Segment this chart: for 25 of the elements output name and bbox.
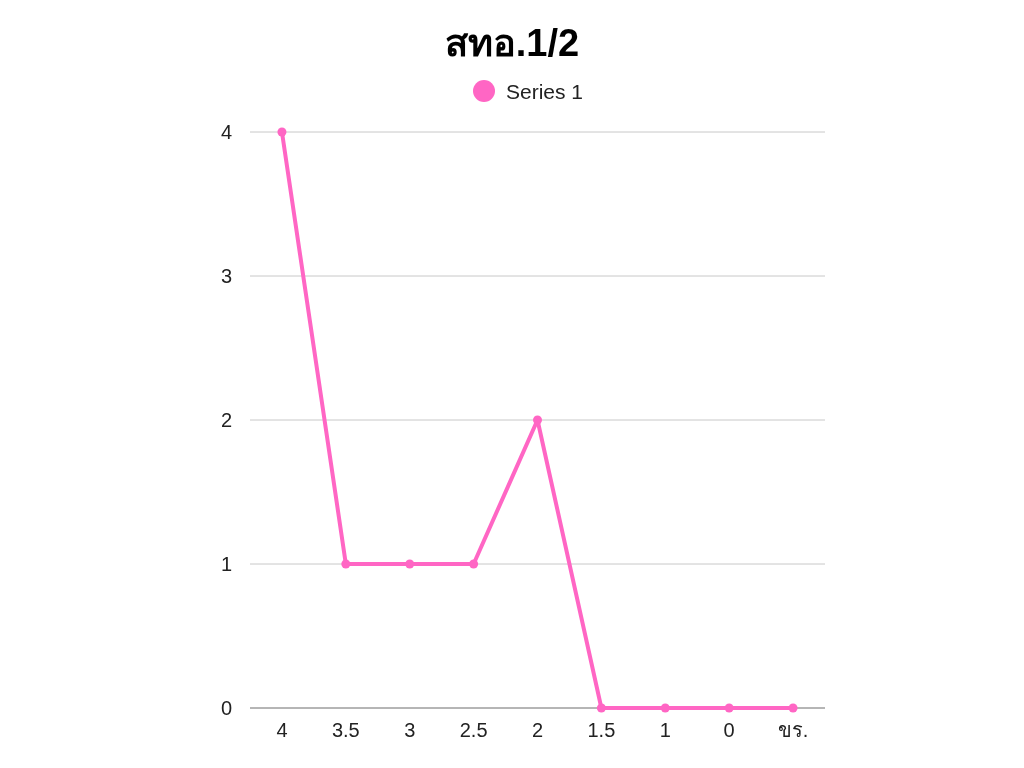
- x-tick-label: 0: [723, 719, 735, 741]
- x-tick-label: 2.5: [459, 719, 488, 741]
- x-tick-label: 1.5: [587, 719, 616, 741]
- x-tick-label: 3.5: [331, 719, 360, 741]
- chart-title: สทอ.1/2: [444, 22, 580, 64]
- point: [533, 415, 542, 425]
- point: [341, 559, 351, 569]
- y-tick-label: 4: [220, 121, 232, 143]
- point: [469, 559, 479, 569]
- y-tick-label: 0: [220, 697, 232, 719]
- x-tick-label: 2: [531, 719, 544, 741]
- point: [788, 703, 798, 713]
- point: [405, 559, 415, 569]
- point: [660, 703, 670, 713]
- y-tick-label: 2: [220, 409, 232, 431]
- x-tick-label: 4: [276, 719, 288, 741]
- y-tick-label: 1: [220, 553, 232, 575]
- x-tick-label: 3: [404, 719, 416, 741]
- point: [277, 127, 287, 137]
- point: [724, 703, 734, 713]
- x-tick-label: ขร.: [777, 719, 809, 741]
- legend-label: Series 1: [506, 80, 584, 103]
- x-tick-label: 1: [659, 719, 671, 741]
- y-tick-label: 3: [220, 265, 232, 287]
- point: [596, 703, 606, 713]
